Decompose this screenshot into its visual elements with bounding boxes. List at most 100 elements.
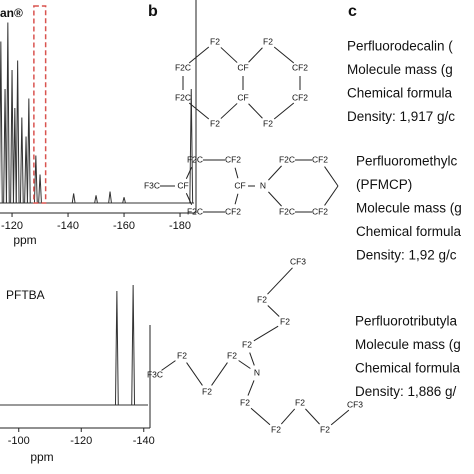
compound-text: Density: 1,886 g/ bbox=[355, 384, 457, 399]
bond bbox=[185, 167, 193, 179]
atom-label: CF bbox=[177, 180, 188, 190]
peak bbox=[38, 174, 42, 204]
atom-label: F2C bbox=[175, 62, 191, 72]
peak bbox=[5, 22, 10, 204]
peak bbox=[108, 191, 112, 204]
bond bbox=[211, 362, 228, 386]
peak bbox=[189, 88, 194, 204]
atom-label: F2 bbox=[240, 397, 250, 407]
x-tick-label: -100 bbox=[8, 435, 30, 447]
atom-label: CF bbox=[234, 180, 245, 190]
bond bbox=[185, 193, 193, 205]
bond bbox=[238, 360, 251, 369]
atom-label: F2C bbox=[279, 206, 295, 216]
panel-label: b bbox=[148, 3, 158, 20]
peak bbox=[131, 284, 136, 406]
x-tick-label: -140 bbox=[133, 435, 155, 447]
peak bbox=[19, 117, 24, 204]
atom-label: F2 bbox=[177, 350, 187, 360]
compound-text: Molecule mass (g bbox=[347, 62, 453, 77]
bond bbox=[220, 103, 238, 119]
atom-label: F2 bbox=[280, 316, 290, 326]
bond bbox=[267, 305, 280, 317]
atom-label: F2 bbox=[227, 350, 237, 360]
atom-label: F2C bbox=[187, 154, 203, 164]
atom-label: F2 bbox=[295, 397, 305, 407]
atom-label: F3C bbox=[147, 369, 163, 379]
atom-label: F2 bbox=[271, 424, 281, 434]
atom-label: F2C bbox=[187, 206, 203, 216]
peak bbox=[0, 41, 3, 204]
spectrum-title: an® bbox=[0, 6, 23, 20]
compound-text: Chemical formula bbox=[355, 361, 461, 376]
bond bbox=[249, 352, 255, 366]
atom-label: CF3 bbox=[290, 256, 306, 266]
atom-label: F2 bbox=[263, 36, 273, 46]
peak bbox=[15, 60, 20, 204]
peak bbox=[71, 193, 76, 204]
compound-text: Density: 1,92 g/c bbox=[356, 248, 457, 263]
bond bbox=[234, 167, 239, 179]
atom-label: CF2 bbox=[225, 206, 241, 216]
atom-label: F2 bbox=[320, 424, 330, 434]
peak bbox=[122, 197, 126, 204]
peak bbox=[12, 107, 17, 204]
atom-label: F2C bbox=[279, 154, 295, 164]
peak bbox=[3, 88, 7, 204]
bond bbox=[188, 102, 210, 120]
x-tick-label: -160 bbox=[113, 220, 135, 232]
bond bbox=[248, 103, 263, 119]
peak bbox=[10, 69, 14, 204]
bond bbox=[188, 46, 210, 64]
x-axis-label: ppm bbox=[13, 233, 36, 247]
x-tick-label: -140 bbox=[57, 220, 79, 232]
bond bbox=[250, 407, 271, 426]
bond bbox=[161, 360, 176, 371]
peak bbox=[26, 98, 31, 204]
atom-label: CF2 bbox=[292, 62, 308, 72]
x-tick-label: -180 bbox=[169, 220, 191, 232]
bond bbox=[267, 267, 293, 295]
compound-text: Perfluorodecalin ( bbox=[347, 39, 453, 54]
bond bbox=[248, 47, 263, 63]
x-tick-label: -120 bbox=[1, 220, 23, 232]
atom-label: N bbox=[260, 180, 266, 190]
peak bbox=[94, 195, 98, 204]
atom-label: CF2 bbox=[312, 154, 328, 164]
bond bbox=[234, 193, 239, 205]
atom-label: F2 bbox=[242, 339, 252, 349]
compound-text: Molecule mass (g bbox=[356, 201, 462, 216]
bond bbox=[280, 408, 296, 425]
panel-label: c bbox=[348, 3, 357, 20]
bond bbox=[268, 191, 282, 207]
compound-text: Molecule mass (g bbox=[355, 337, 461, 352]
compound-text: Chemical formula bbox=[356, 224, 462, 239]
atom-label: F2 bbox=[257, 294, 267, 304]
peak bbox=[24, 136, 28, 204]
bond bbox=[268, 165, 282, 181]
bond bbox=[324, 185, 339, 206]
bond bbox=[247, 380, 255, 396]
bond bbox=[273, 46, 295, 64]
atom-label: N bbox=[254, 367, 260, 377]
peak bbox=[114, 290, 119, 406]
peak bbox=[33, 155, 38, 204]
atom-label: CF2 bbox=[312, 206, 328, 216]
compound-text: Chemical formula bbox=[347, 86, 453, 101]
atom-label: F2C bbox=[175, 92, 191, 102]
atom-label: CF bbox=[237, 62, 248, 72]
atom-label: CF3 bbox=[347, 399, 363, 409]
atom-label: CF2 bbox=[225, 154, 241, 164]
spectrum-title: PFTBA bbox=[6, 288, 45, 302]
atom-label: CF bbox=[237, 92, 248, 102]
x-axis-label: ppm bbox=[30, 450, 53, 464]
compound-text: Perfluorotributyla bbox=[355, 314, 458, 329]
bond bbox=[186, 362, 203, 386]
compound-text: Density: 1,917 g/c bbox=[347, 109, 455, 124]
atom-label: F2 bbox=[210, 36, 220, 46]
bond bbox=[330, 409, 350, 426]
x-tick-label: -120 bbox=[70, 435, 92, 447]
bond bbox=[253, 325, 279, 342]
bond bbox=[305, 408, 320, 425]
